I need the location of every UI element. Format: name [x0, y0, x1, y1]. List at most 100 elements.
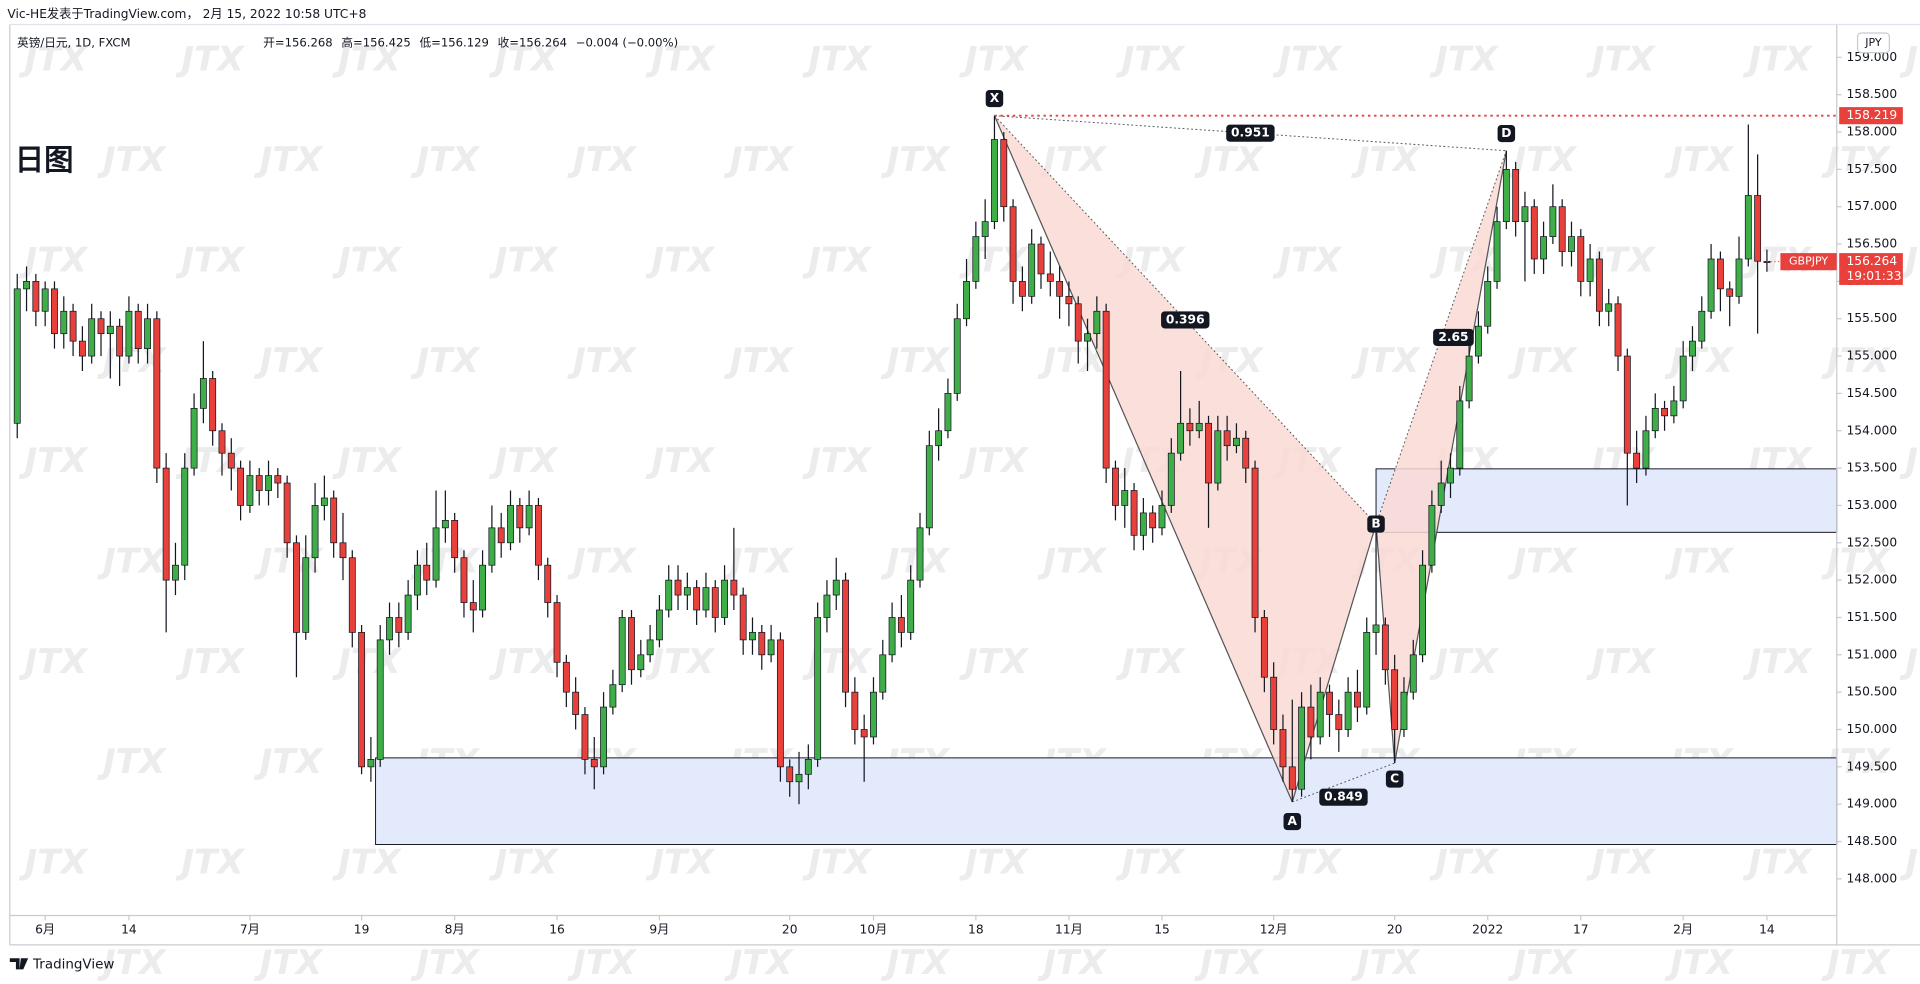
- candle-body: [1540, 236, 1547, 260]
- watermark: JTX: [1743, 642, 1813, 682]
- watermark: JTX: [1351, 943, 1421, 983]
- watermark: JTX: [959, 843, 1029, 883]
- candle-body: [1456, 400, 1464, 469]
- candle-body: [60, 310, 68, 335]
- watermark: JTX: [567, 943, 637, 983]
- candle-body: [358, 632, 366, 768]
- watermark: JTX: [1507, 541, 1577, 581]
- watermark: JTX: [18, 843, 88, 883]
- candle-body: [1037, 243, 1045, 275]
- watermark: JTX: [332, 40, 402, 80]
- zone: [375, 757, 1838, 846]
- symbol-tag: [1780, 253, 1837, 271]
- info-item: 开=156.268: [263, 35, 332, 49]
- candle-body: [916, 527, 924, 581]
- watermark: JTX: [1429, 40, 1499, 80]
- candle-body: [1028, 243, 1036, 297]
- candle-body: [1018, 281, 1026, 297]
- candle-body: [283, 482, 291, 544]
- label-box: [1319, 788, 1368, 806]
- watermark: JTX: [332, 843, 402, 883]
- candle-body: [13, 288, 21, 424]
- last-price-tag: [1839, 253, 1903, 285]
- candle-body: [590, 759, 598, 768]
- candle-body: [991, 139, 998, 223]
- watermark: JTX: [18, 240, 88, 280]
- candle-body: [1270, 676, 1278, 730]
- candle-body: [730, 579, 738, 596]
- candle-body: [1419, 564, 1427, 656]
- watermark: JTX: [881, 943, 951, 983]
- candle-body: [1251, 467, 1259, 618]
- candle-body: [1465, 355, 1473, 402]
- watermark: JTX: [97, 140, 167, 180]
- watermark: JTX: [567, 341, 637, 381]
- y-tick-label: 154.500: [1847, 386, 1898, 400]
- candle-body: [497, 527, 505, 544]
- candle-body: [851, 691, 859, 730]
- label-text: 2.65: [1438, 330, 1468, 344]
- candle-body: [162, 467, 170, 581]
- candle-body: [1707, 258, 1715, 312]
- candle-body: [1223, 430, 1231, 447]
- candle-body: [609, 684, 617, 708]
- watermark: JTX: [1899, 240, 1920, 280]
- watermark: JTX: [1351, 140, 1421, 180]
- watermark: JTX: [18, 441, 88, 481]
- candle-body: [153, 318, 161, 469]
- candle-body: [1623, 355, 1631, 454]
- candle-body: [1689, 340, 1696, 357]
- y-tick-label: 152.000: [1847, 573, 1898, 587]
- candle-body: [1316, 691, 1324, 738]
- watermark: JTX: [332, 441, 402, 481]
- candle-body: [386, 617, 393, 641]
- candle-body: [1568, 236, 1575, 252]
- candle-body: [1735, 258, 1743, 297]
- candle-body: [572, 691, 580, 715]
- watermark: JTX: [1194, 943, 1264, 983]
- watermark: JTX: [332, 240, 402, 280]
- currency-box[interactable]: [1856, 32, 1891, 54]
- candle-body: [581, 714, 589, 760]
- watermark: JTX: [1351, 341, 1421, 381]
- symbol-info: 英镑/日元, 1D, FXCM 开=156.268 高=156.425 低=156.1…: [17, 35, 678, 49]
- candle-body: [562, 661, 570, 693]
- candle-body: [683, 587, 691, 596]
- candle-body: [41, 288, 49, 312]
- candle-body: [600, 706, 608, 768]
- candle-body: [814, 617, 822, 760]
- label-box: [1283, 812, 1302, 831]
- label-box: [1385, 770, 1404, 788]
- candle-body: [1260, 617, 1268, 678]
- candle-body: [1744, 195, 1752, 260]
- label-text: X: [990, 91, 1000, 105]
- watermark: JTX: [724, 140, 794, 180]
- candle-body: [721, 579, 728, 618]
- candle-body: [516, 505, 524, 529]
- candle-body: [525, 505, 533, 529]
- watermark: JTX: [1664, 140, 1734, 180]
- candle-body: [963, 281, 970, 320]
- candle-body: [479, 564, 487, 611]
- candle-body: [1102, 310, 1110, 469]
- candle-body: [1326, 691, 1333, 715]
- candle-body: [181, 467, 189, 566]
- candle-body: [1363, 632, 1371, 708]
- candle-body: [702, 587, 710, 611]
- watermark: JTX: [959, 40, 1029, 80]
- candle-body: [972, 236, 980, 282]
- candle-body: [1000, 139, 1008, 208]
- candle-body: [265, 475, 272, 491]
- candle-body: [209, 378, 217, 432]
- chart-title: 日图: [15, 143, 74, 177]
- candle-body: [469, 602, 477, 611]
- watermark: JTX: [1899, 642, 1920, 682]
- watermark: JTX: [97, 541, 167, 581]
- candle-body: [1698, 310, 1706, 342]
- candle-body: [665, 579, 673, 611]
- candle-body: [749, 632, 756, 641]
- candle-body: [870, 691, 877, 738]
- watermark: JTX: [802, 843, 872, 883]
- candle-body: [981, 221, 989, 237]
- candle-body: [199, 378, 207, 409]
